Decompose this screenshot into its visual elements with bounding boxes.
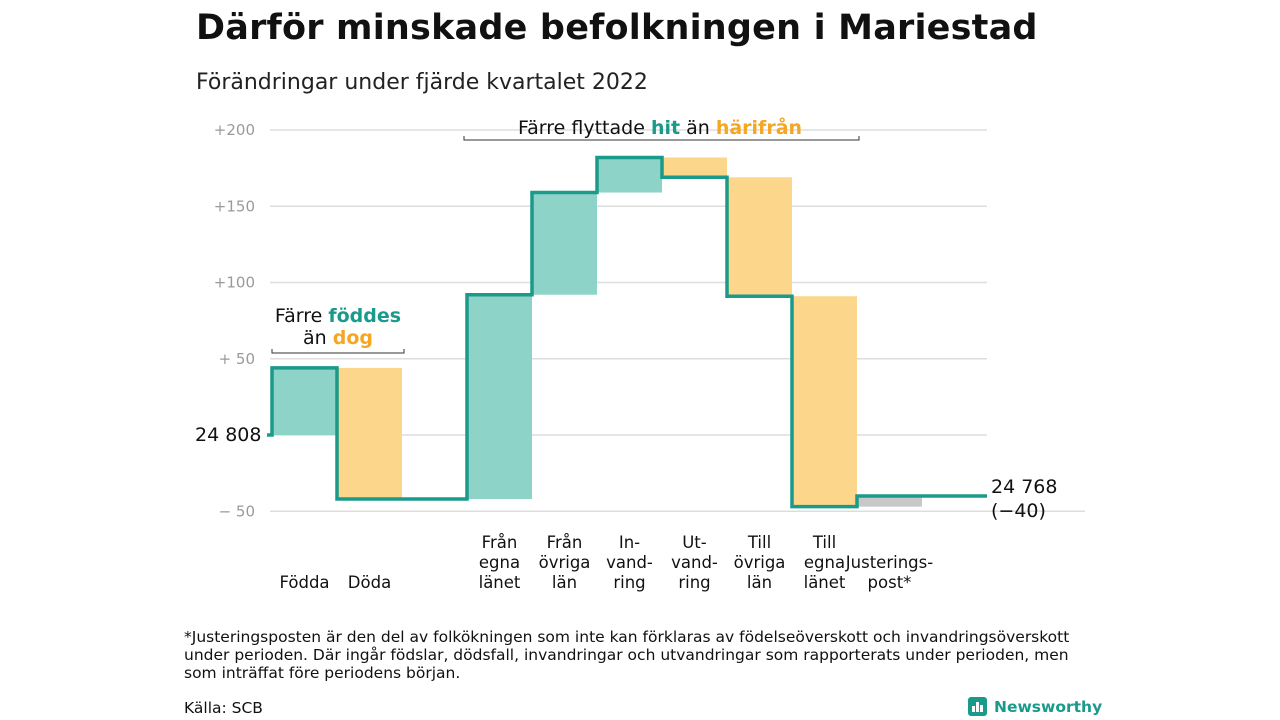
end-value-label: 24 768 — [991, 476, 1057, 498]
category-label: Döda — [348, 573, 391, 592]
start-value-label: 24 808 — [195, 424, 261, 446]
category-label: Till övriga län — [734, 533, 786, 592]
bar-chart-icon — [968, 697, 987, 716]
y-tick-label: +150 — [214, 197, 255, 215]
source-label: Källa: SCB — [184, 699, 263, 717]
category-label: Till egna länet — [804, 533, 846, 592]
chart-title: Därför minskade befolkningen i Mariestad — [196, 8, 1038, 48]
y-tick-label: + 50 — [219, 350, 255, 368]
waterfall-bar — [727, 177, 792, 297]
waterfall-bar — [597, 157, 662, 193]
category-label: Från egna länet — [479, 533, 521, 592]
waterfall-bar — [662, 157, 727, 178]
annotation-bracket — [463, 136, 860, 141]
y-tick-label: +100 — [214, 274, 255, 292]
annotation-text: Färre flyttade hit än härifrån — [518, 115, 802, 139]
label-layer: +200 +150 +100 + 50 − 50 Födda Döda Från egna län… — [195, 121, 1057, 592]
line-layer — [267, 155, 987, 509]
annotation-text: Färre föddes — [275, 305, 401, 327]
chart-subtitle: Förändringar under fjärde kvartalet 2022 — [196, 70, 648, 95]
waterfall-bar — [337, 367, 402, 500]
waterfall-bar — [272, 367, 337, 435]
cumulative-step-line — [267, 155, 987, 509]
y-tick-label: − 50 — [219, 502, 255, 520]
end-change-label: (−40) — [991, 500, 1046, 522]
category-label: Ut-vand-ring — [671, 533, 718, 592]
category-label: Födda — [279, 573, 329, 592]
y-tick-label: +200 — [214, 121, 255, 139]
footnote: *Justeringsposten är den del av folkökni… — [184, 628, 1070, 682]
brand-name: Newsworthy — [994, 697, 1103, 716]
waterfall-bar — [532, 192, 597, 295]
category-label: In-vand-ring — [606, 533, 653, 592]
category-label: Justerings-post* — [845, 553, 933, 592]
annotation-text: än dog — [303, 327, 373, 349]
waterfall-bar — [792, 296, 857, 507]
category-label: Från övriga län — [539, 533, 591, 592]
waterfall-bar — [857, 496, 922, 507]
brand-logo: Newsworthy — [968, 697, 1102, 716]
bar-layer — [272, 157, 922, 507]
waterfall-bar — [467, 294, 532, 500]
annotation-bracket — [271, 349, 405, 354]
